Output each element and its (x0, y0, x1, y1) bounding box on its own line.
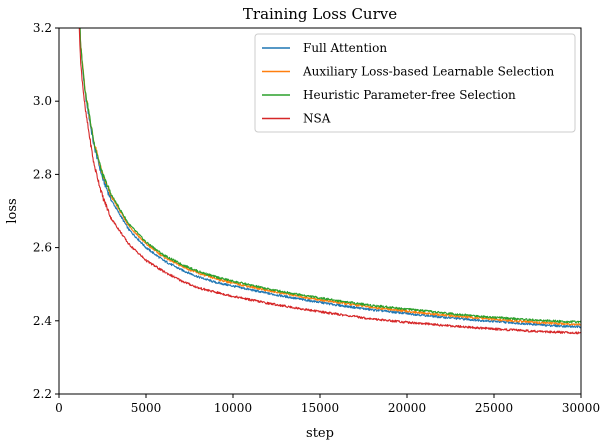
series-line (79, 28, 581, 324)
chart-title: Training Loss Curve (243, 5, 397, 23)
x-tick-label: 30000 (562, 401, 600, 415)
series-line (79, 28, 581, 329)
legend: Full Attention Auxiliary Loss-based Learn… (254, 33, 576, 133)
y-axis: 2.2 2.4 2.6 2.8 3.0 3.2 (33, 21, 59, 401)
x-tick-label: 25000 (475, 401, 513, 415)
x-tick-label: 0 (55, 401, 63, 415)
series-line (78, 28, 581, 335)
x-tick-label: 5000 (131, 401, 162, 415)
x-tick-label: 20000 (388, 401, 426, 415)
legend-label: NSA (303, 112, 331, 126)
x-axis: 0 5000 10000 15000 20000 25000 30000 (55, 394, 600, 415)
x-tick-label: 15000 (301, 401, 339, 415)
legend-label: Heuristic Parameter-free Selection (303, 88, 516, 102)
series-line (79, 28, 581, 326)
x-tick-label: 10000 (214, 401, 252, 415)
legend-frame (254, 33, 576, 133)
y-tick-label: 3.2 (33, 21, 52, 35)
y-tick-label: 2.6 (33, 241, 52, 255)
y-axis-label: loss (5, 198, 20, 223)
x-axis-label: step (306, 426, 334, 441)
y-tick-label: 3.0 (33, 94, 52, 108)
series-layer (78, 28, 581, 335)
legend-label: Full Attention (303, 41, 387, 55)
y-tick-label: 2.4 (33, 314, 52, 328)
y-tick-label: 2.2 (33, 387, 52, 401)
y-tick-label: 2.8 (33, 167, 52, 181)
legend-label: Auxiliary Loss-based Learnable Selection (302, 65, 554, 79)
